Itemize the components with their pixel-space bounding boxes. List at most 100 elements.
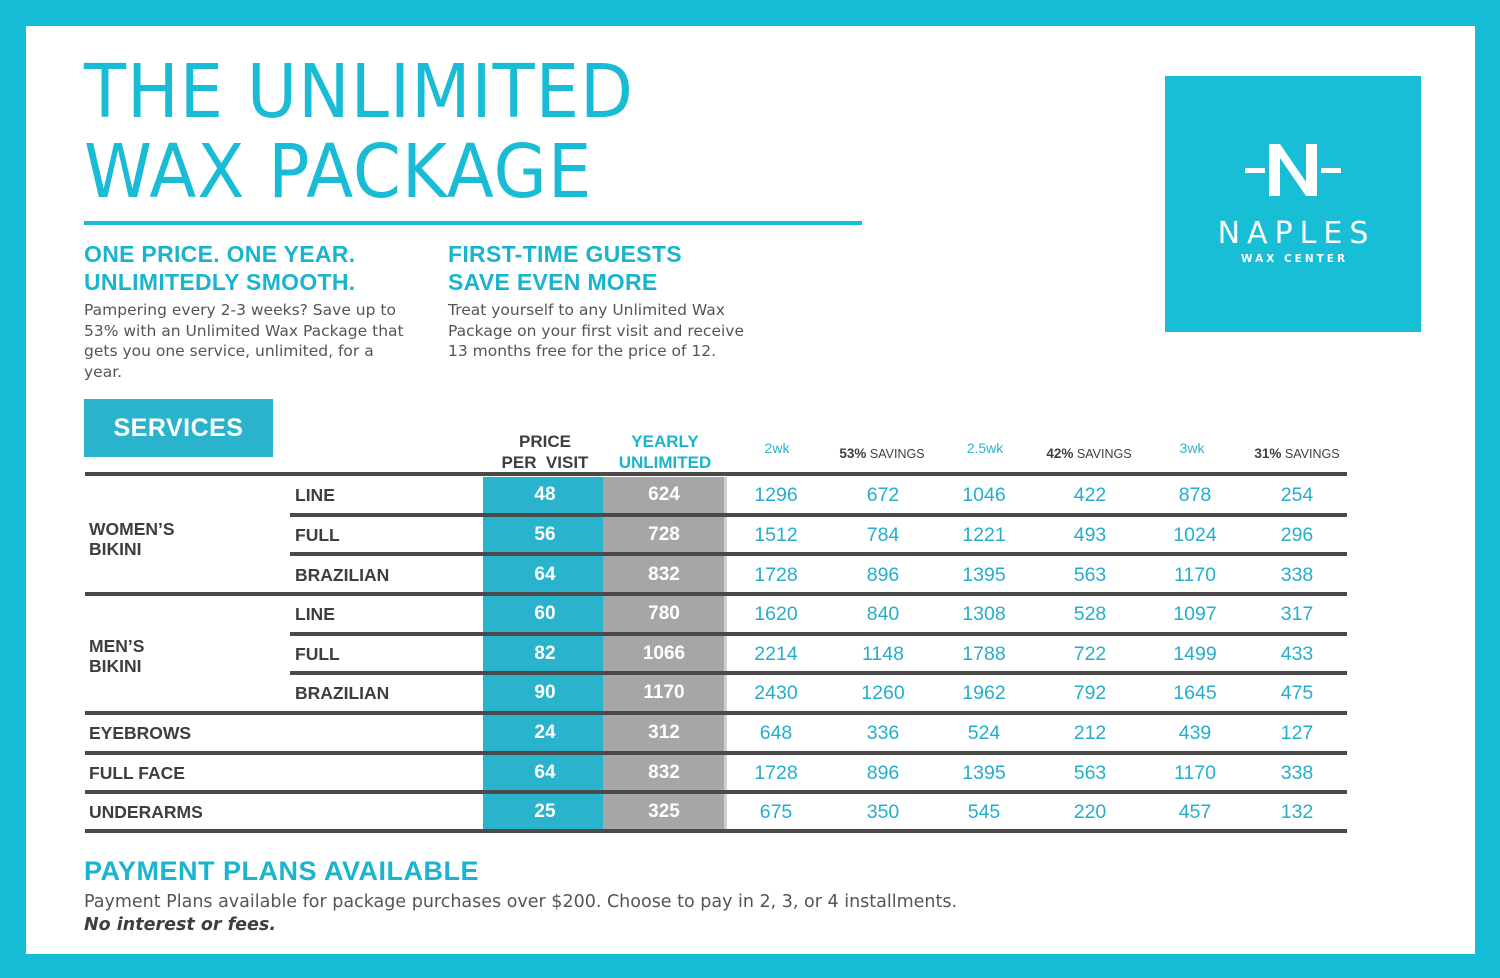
table-cell-2-5wk: 1395 xyxy=(962,762,1006,784)
table-cell-3wk-save: 338 xyxy=(1280,564,1314,586)
savings-label: SAVINGS xyxy=(1076,447,1132,461)
price-column-band xyxy=(483,477,603,831)
table-cell-3wk: 1097 xyxy=(1173,603,1217,625)
table-cell-2wk: 2430 xyxy=(754,682,798,704)
promo-body: Treat yourself to any Unlimited Wax Pack… xyxy=(448,301,744,360)
table-cell-2wk: 1620 xyxy=(754,603,798,625)
group-label-mens-bikini: MEN’S BIKINI xyxy=(89,636,144,676)
row-divider xyxy=(290,552,1347,556)
col-header-3wk: 3wk xyxy=(1179,440,1205,456)
group-label-line: BIKINI xyxy=(89,656,142,676)
table-cell-2wk-save: 336 xyxy=(866,722,900,744)
table-cell-2-5wk-save: 563 xyxy=(1073,564,1107,586)
savings-label: SAVINGS xyxy=(869,447,925,461)
table-cell-price: 90 xyxy=(534,682,556,703)
table-cell-2wk: 1728 xyxy=(754,564,798,586)
table-cell-3wk-save: 127 xyxy=(1280,722,1314,744)
group-divider xyxy=(85,751,1347,755)
promo-heading: ONE PRICE. ONE YEAR. UNLIMITEDLY SMOOTH. xyxy=(84,240,414,296)
table-cell-2-5wk-save: 493 xyxy=(1073,524,1107,546)
title-line-2: WAX PACKAGE xyxy=(84,129,593,215)
group-label-line: WOMEN’S xyxy=(89,519,175,539)
table-cell-2-5wk-save: 212 xyxy=(1073,722,1107,744)
col-header-line: YEARLY xyxy=(631,432,699,451)
table-cell-price: 64 xyxy=(534,762,556,783)
group-divider xyxy=(85,592,1347,596)
row-label: EYEBROWS xyxy=(89,723,192,743)
table-cell-2wk: 648 xyxy=(759,722,793,744)
table-cell-3wk: 457 xyxy=(1178,801,1212,823)
table-cell-3wk-save: 338 xyxy=(1280,762,1314,784)
table-cell-3wk: 439 xyxy=(1178,722,1212,744)
group-label-line: BIKINI xyxy=(89,539,142,559)
logo-dash-left xyxy=(1245,168,1265,173)
table-cell-3wk-save: 317 xyxy=(1280,603,1314,625)
table-cell-2wk-save: 784 xyxy=(866,524,900,546)
row-label: BRAZILIAN xyxy=(295,565,390,585)
table-cell-2-5wk: 524 xyxy=(967,722,1001,744)
savings-percent: 42% xyxy=(1046,446,1074,461)
page-title: THE UNLIMITED WAX PACKAGE xyxy=(84,52,634,212)
promo-body: Pampering every 2-3 weeks? Save up to 53… xyxy=(84,301,404,381)
table-cell-2wk: 1728 xyxy=(754,762,798,784)
table-cell-3wk: 1499 xyxy=(1173,643,1217,665)
table-cell-2-5wk-save: 722 xyxy=(1073,643,1107,665)
row-divider xyxy=(290,632,1347,636)
col-header-line: UNLIMITED xyxy=(618,453,712,472)
group-label-line: MEN’S xyxy=(89,636,145,656)
row-label: FULL FACE xyxy=(89,763,185,783)
col-header-2wk-savings: 53% SAVINGS xyxy=(830,445,934,463)
table-cell-price: 48 xyxy=(534,484,556,505)
table-cell-2-5wk-save: 792 xyxy=(1073,682,1107,704)
table-cell-2-5wk: 1308 xyxy=(962,603,1006,625)
promo-heading-line: UNLIMITEDLY SMOOTH. xyxy=(84,269,356,295)
group-divider xyxy=(85,790,1347,794)
row-divider xyxy=(290,671,1347,675)
table-cell-3wk-save: 475 xyxy=(1280,682,1314,704)
col-header-price-per-visit: PRICE PER VISIT xyxy=(483,431,607,473)
row-label: FULL xyxy=(295,525,340,545)
row-label: FULL xyxy=(295,644,340,664)
promo-heading-line: FIRST-TIME GUESTS xyxy=(448,241,682,267)
col-header-2wk: 2wk xyxy=(764,440,790,456)
table-cell-2wk-save: 1148 xyxy=(862,643,904,665)
group-divider xyxy=(85,711,1347,715)
col-header-3wk-savings: 31% SAVINGS xyxy=(1245,445,1349,463)
table-cell-yearly: 624 xyxy=(648,484,680,505)
table-cell-2-5wk-save: 528 xyxy=(1073,603,1107,625)
table-cell-2wk-save: 672 xyxy=(866,484,900,506)
promo-unlimited: ONE PRICE. ONE YEAR. UNLIMITEDLY SMOOTH.… xyxy=(84,240,414,382)
table-cell-yearly: 325 xyxy=(648,801,680,822)
table-cell-2-5wk: 1788 xyxy=(962,643,1006,665)
table-cell-yearly: 312 xyxy=(648,722,680,743)
table-cell-2-5wk-save: 220 xyxy=(1073,801,1107,823)
yearly-column-edge xyxy=(724,477,727,831)
table-cell-3wk: 1024 xyxy=(1173,524,1217,546)
logo-dash-right xyxy=(1321,168,1341,173)
table-cell-2-5wk-save: 563 xyxy=(1073,762,1107,784)
savings-percent: 31% xyxy=(1254,446,1282,461)
table-cell-2-5wk: 1395 xyxy=(962,564,1006,586)
col-header-2-5wk-savings: 42% SAVINGS xyxy=(1037,445,1141,463)
payment-plans-note: No interest or fees. xyxy=(84,915,276,935)
table-cell-price: 60 xyxy=(534,603,556,624)
table-cell-2wk-save: 840 xyxy=(866,603,900,625)
yearly-column-band xyxy=(603,477,724,831)
payment-plans-heading: PAYMENT PLANS AVAILABLE xyxy=(84,856,480,886)
col-header-2-5wk: 2.5wk xyxy=(966,440,1004,456)
table-cell-2wk: 2214 xyxy=(754,643,798,665)
table-cell-yearly: 1066 xyxy=(642,643,686,664)
payment-plans-body: Payment Plans available for package purc… xyxy=(84,892,958,912)
savings-label: SAVINGS xyxy=(1284,447,1340,461)
row-label: BRAZILIAN xyxy=(295,683,390,703)
table-cell-3wk-save: 254 xyxy=(1280,484,1314,506)
table-cell-2-5wk: 545 xyxy=(967,801,1001,823)
naples-wax-center-logo: NAPLES WAX CENTER xyxy=(1165,76,1421,332)
table-cell-2-5wk-save: 422 xyxy=(1073,484,1107,506)
logo-subtitle: WAX CENTER xyxy=(1240,253,1349,265)
row-label: UNDERARMS xyxy=(89,802,203,822)
table-cell-3wk: 1170 xyxy=(1174,564,1216,586)
table-cell-2wk: 1296 xyxy=(754,484,798,506)
savings-percent: 53% xyxy=(839,446,867,461)
col-header-line: PRICE xyxy=(519,432,571,451)
